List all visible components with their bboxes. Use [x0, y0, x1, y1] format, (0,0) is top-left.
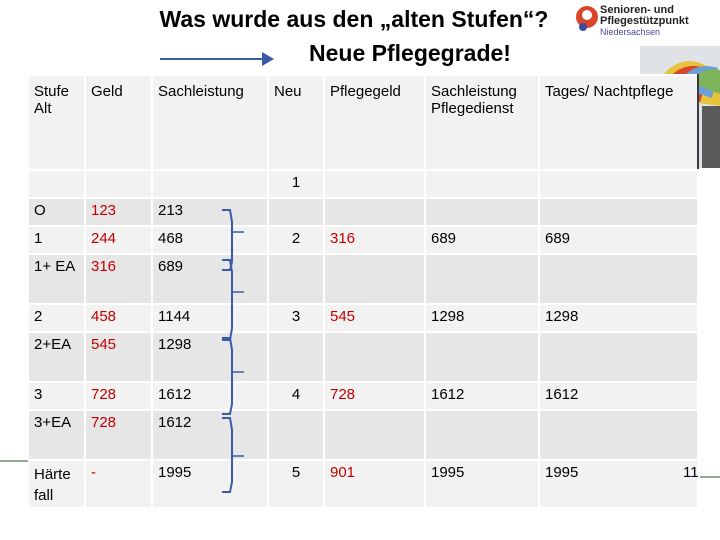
- neu-cell: [267, 409, 325, 461]
- geld-cell: 244: [84, 225, 153, 255]
- neu-cell: 5: [267, 459, 325, 509]
- pflegegeld-cell: [323, 197, 426, 227]
- table-row: Härte fall - 1995 5 901 1995 1995: [27, 459, 699, 509]
- geld-cell: 123: [84, 197, 153, 227]
- table-row: 2 458 1144 3 545 1298 1298: [27, 303, 699, 333]
- sach-cell: 1995: [151, 459, 269, 509]
- sach-cell: 213: [151, 197, 269, 227]
- arrow-right-icon: [160, 52, 274, 66]
- title-line-1: Was wurde aus den „alten Stufen“?: [159, 6, 549, 32]
- neu-cell: 4: [267, 381, 325, 411]
- pflegedienst-cell: [424, 197, 540, 227]
- tages-cell: 1995: [538, 459, 699, 509]
- table-row: O 123 213: [27, 197, 699, 227]
- neu-cell: [267, 197, 325, 227]
- sach-cell: 1612: [151, 409, 269, 461]
- pflegedienst-cell: 1612: [424, 381, 540, 411]
- table-row: 3 728 1612 4 728 1612 1612: [27, 381, 699, 411]
- pflegedienst-cell: [424, 409, 540, 461]
- tages-cell: [538, 253, 699, 305]
- neu-cell: 2: [267, 225, 325, 255]
- pflegegeld-cell: 316: [323, 225, 426, 255]
- logo: Senioren- und Pflegestützpunkt Niedersac…: [574, 3, 720, 43]
- geld-cell: 316: [84, 253, 153, 305]
- logo-text-line1: Senioren- und: [600, 4, 674, 16]
- geld-cell: 458: [84, 303, 153, 333]
- pflegegrade-table: Stufe Alt Geld Sachleistung Neu Pflegege…: [27, 74, 699, 509]
- stufe-cell: 3+EA: [27, 409, 86, 461]
- stufe-cell: 1: [27, 225, 86, 255]
- stufe-cell: O: [27, 197, 86, 227]
- pflegedienst-cell: 689: [424, 225, 540, 255]
- pflegedienst-cell: 1298: [424, 303, 540, 333]
- header-sachleistung: Sachleistung: [151, 74, 269, 171]
- pflegegeld-cell: 728: [323, 381, 426, 411]
- table-header-row: Stufe Alt Geld Sachleistung Neu Pflegege…: [27, 74, 699, 171]
- tages-cell: [538, 197, 699, 227]
- header-geld: Geld: [84, 74, 153, 171]
- header-sachleistung-pflegedienst: Sachleistung Pflegedienst: [424, 74, 540, 171]
- tages-cell: 689: [538, 225, 699, 255]
- sach-cell: 1298: [151, 331, 269, 383]
- neu-cell: [267, 253, 325, 305]
- pflegegeld-cell: [323, 253, 426, 305]
- pflegegeld-cell: [323, 331, 426, 383]
- sach-cell: 468: [151, 225, 269, 255]
- logo-text-line2: Pflegestützpunkt: [600, 15, 689, 27]
- title-line-2: Neue Pflegegrade!: [309, 40, 511, 66]
- header-stufe-alt: Stufe Alt: [27, 74, 86, 171]
- stufe-cell: 1+ EA: [27, 253, 86, 305]
- table-row: 1: [27, 169, 699, 199]
- table-row: 1 244 468 2 316 689 689: [27, 225, 699, 255]
- geld-cell: 728: [84, 409, 153, 461]
- pflegedienst-cell: 1995: [424, 459, 540, 509]
- pflegedienst-cell: [424, 331, 540, 383]
- geld-cell: -: [84, 459, 153, 509]
- logo-mark-icon: [576, 6, 598, 31]
- stufe-cell: 3: [27, 381, 86, 411]
- side-rule-left: [0, 460, 28, 462]
- slide-number: 11: [683, 464, 699, 481]
- table-row: 3+EA 728 1612: [27, 409, 699, 461]
- pflegegeld-cell: [323, 409, 426, 461]
- header-tages-nachtpflege: Tages/ Nachtpflege: [538, 74, 699, 171]
- stufe-cell: Härte fall: [27, 459, 86, 509]
- neu-value: 1: [267, 169, 325, 199]
- geld-cell: 728: [84, 381, 153, 411]
- header-neu: Neu: [267, 74, 325, 171]
- logo-text-line3: Niedersachsen: [600, 27, 661, 37]
- stufe-cell: 2+EA: [27, 331, 86, 383]
- pflegegeld-cell: 545: [323, 303, 426, 333]
- neu-cell: [267, 331, 325, 383]
- tages-cell: 1298: [538, 303, 699, 333]
- tages-cell: [538, 409, 699, 461]
- geld-cell: 545: [84, 331, 153, 383]
- sach-cell: 689: [151, 253, 269, 305]
- table-row: 2+EA 545 1298: [27, 331, 699, 383]
- table-row: 1+ EA 316 689: [27, 253, 699, 305]
- sach-cell: 1612: [151, 381, 269, 411]
- tages-cell: [538, 331, 699, 383]
- stufe-cell: 2: [27, 303, 86, 333]
- sach-cell: 1144: [151, 303, 269, 333]
- side-rule-right: [700, 476, 720, 478]
- tages-cell: 1612: [538, 381, 699, 411]
- header-pflegegeld: Pflegegeld: [323, 74, 426, 171]
- neu-cell: 3: [267, 303, 325, 333]
- pflegedienst-cell: [424, 253, 540, 305]
- pflegegeld-cell: 901: [323, 459, 426, 509]
